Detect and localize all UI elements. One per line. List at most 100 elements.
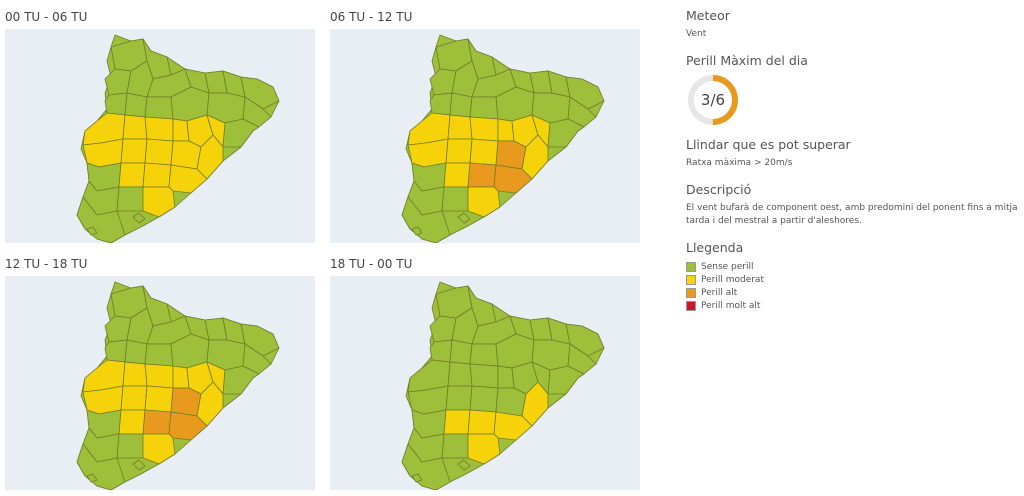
map-canvas[interactable] <box>5 29 315 243</box>
comarca-region <box>144 96 174 120</box>
comarca-region <box>411 226 423 236</box>
comarca-region <box>124 92 148 118</box>
legend-swatch <box>686 300 696 311</box>
comarca-region <box>443 162 471 188</box>
map-panel-3: 12 TU - 18 TU <box>5 255 317 490</box>
comarca-region <box>86 473 98 483</box>
comarca-region <box>242 343 272 375</box>
comarca-region <box>449 339 473 365</box>
comarca-region <box>467 162 497 188</box>
legend-swatch <box>686 287 696 298</box>
comarca-region <box>144 138 174 166</box>
comarca-region <box>445 385 473 411</box>
legend-swatch <box>686 261 696 272</box>
comarca-region <box>445 138 473 164</box>
comarca-region <box>144 385 174 413</box>
comarca-region <box>86 226 98 236</box>
comarca-region <box>116 186 144 212</box>
comarca-region <box>467 433 501 465</box>
comarca-region <box>429 339 453 363</box>
comarca-region <box>457 212 471 224</box>
map-title: 00 TU - 06 TU <box>5 10 88 24</box>
map-panel-1: 00 TU - 06 TU <box>5 8 317 243</box>
danger-level-text: 3/6 <box>700 91 726 109</box>
comarca-region <box>411 473 423 483</box>
comarca-region <box>144 363 174 389</box>
comarca-region <box>142 162 172 188</box>
comarca-region <box>429 92 453 116</box>
map-panel-4: 18 TU - 00 TU <box>330 255 642 490</box>
comarca-region <box>449 92 473 118</box>
meteor-heading: Meteor <box>686 8 730 23</box>
map-group <box>401 281 605 490</box>
legend-item-none: Sense perill <box>686 260 1022 273</box>
legend-list: Sense perill Perill moderat Perill alt P… <box>686 260 1022 312</box>
comarca-region <box>469 363 499 389</box>
comarca-region <box>124 339 148 365</box>
comarca-region <box>457 459 471 471</box>
map-panel-2: 06 TU - 12 TU <box>330 8 642 243</box>
info-sidebar: Meteor Vent Perill Màxim del dia 3/6 Lli… <box>686 8 1022 312</box>
map-canvas[interactable] <box>330 276 640 490</box>
comarca-region <box>172 118 190 142</box>
comarca-region <box>447 361 473 387</box>
gauge-fill <box>688 75 738 125</box>
comarca-region <box>142 409 172 435</box>
map-canvas[interactable] <box>5 276 315 490</box>
comarca-region <box>495 387 527 417</box>
threshold-heading: Llindar que es pot superar <box>686 137 851 152</box>
comarca-region <box>469 138 499 166</box>
legend-label: Sense perill <box>701 261 754 272</box>
description-heading: Descripció <box>686 182 752 197</box>
comarca-region <box>122 114 148 140</box>
comarca-region <box>497 365 515 389</box>
catalonia-map <box>401 34 605 243</box>
comarca-region <box>116 433 144 459</box>
comarca-region <box>447 114 473 140</box>
comarca-region <box>469 116 499 142</box>
comarca-region <box>132 212 146 224</box>
comarca-region <box>443 409 471 435</box>
map-group <box>76 34 280 243</box>
comarca-region <box>104 339 128 363</box>
comarca-region <box>170 387 202 417</box>
comarca-region <box>567 343 597 375</box>
meteor-value: Vent <box>686 29 707 39</box>
gauge-ring <box>688 75 738 125</box>
threshold-value: Ratxa màxima > 20m/s <box>686 158 793 168</box>
comarca-region <box>142 186 176 218</box>
map-title: 12 TU - 18 TU <box>5 257 88 271</box>
comarca-region <box>567 96 597 128</box>
comarca-region <box>142 433 176 465</box>
comarca-region <box>441 433 469 459</box>
map-title: 18 TU - 00 TU <box>330 257 413 271</box>
comarca-region <box>467 409 497 435</box>
comarca-region <box>120 138 148 164</box>
legend-item-moderate: Perill moderat <box>686 273 1022 286</box>
map-title: 06 TU - 12 TU <box>330 10 413 24</box>
comarca-region <box>144 116 174 142</box>
legend-heading: Llegenda <box>686 240 744 255</box>
legend-item-very-high: Perill molt alt <box>686 299 1022 312</box>
comarca-region <box>170 140 202 170</box>
comarca-region <box>469 343 499 367</box>
comarca-region <box>495 140 527 170</box>
comarca-region <box>144 343 174 367</box>
legend-label: Perill alt <box>701 287 738 298</box>
comarca-region <box>122 361 148 387</box>
comarca-region <box>120 385 148 411</box>
danger-gauge: 3/6 <box>686 73 740 127</box>
danger-heading: Perill Màxim del dia <box>686 53 808 68</box>
comarca-region <box>467 186 501 218</box>
description-text: El vent bufarà de component oest, amb pr… <box>686 203 1018 226</box>
legend-swatch <box>686 274 696 285</box>
comarca-region <box>497 118 515 142</box>
catalonia-map <box>76 34 280 243</box>
map-canvas[interactable] <box>330 29 640 243</box>
comarca-region <box>118 162 146 188</box>
comarca-region <box>118 409 146 435</box>
map-group <box>401 34 605 243</box>
comarca-region <box>172 365 190 389</box>
comarca-region <box>469 385 499 413</box>
legend-item-high: Perill alt <box>686 286 1022 299</box>
